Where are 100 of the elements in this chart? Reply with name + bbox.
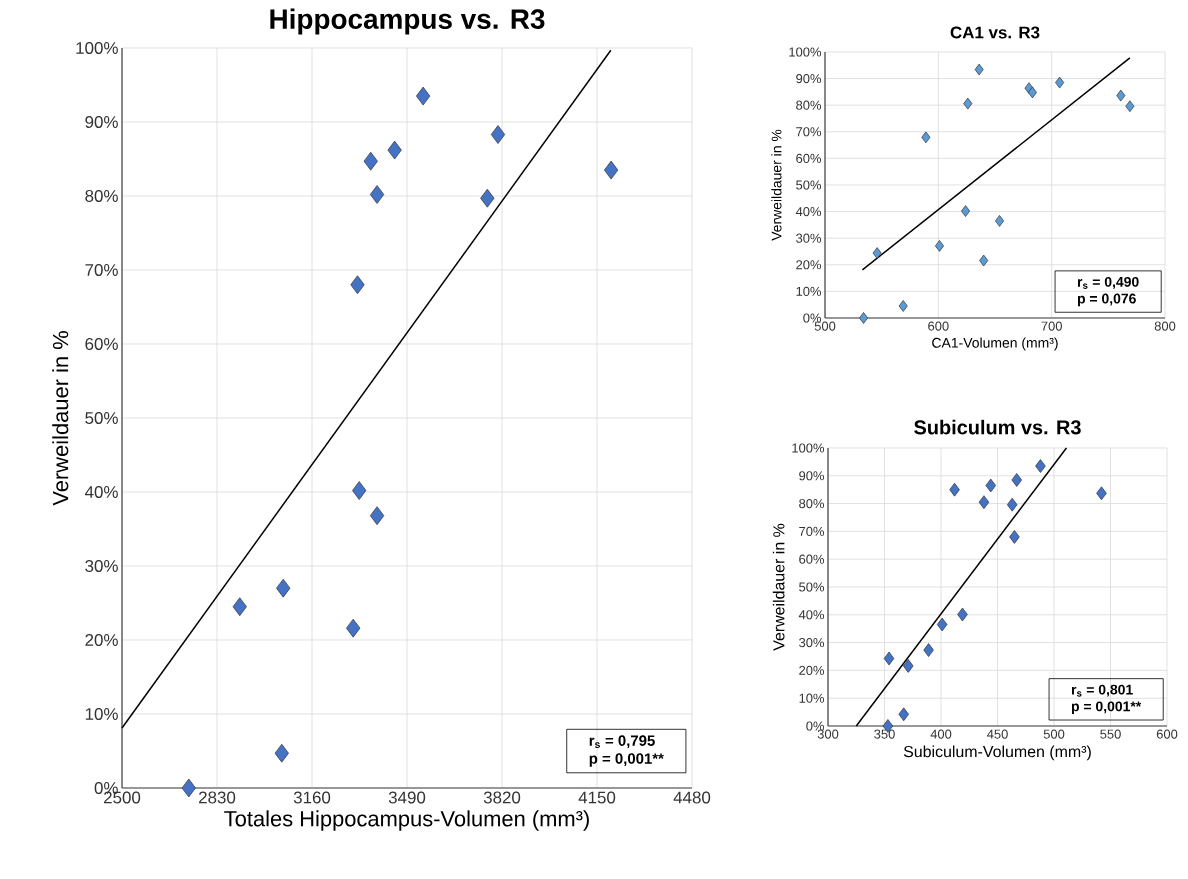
y-axis-title: Verweildauer in %: [52, 331, 69, 506]
point: [949, 482, 960, 497]
x-tick-label: 300: [817, 729, 839, 739]
y-tick-label: 80%: [799, 498, 825, 509]
x-axis-title: Subiculum-Volumen (mm³): [903, 745, 1091, 761]
point: [346, 618, 361, 638]
y-tick-label: 90%: [85, 115, 118, 128]
chart-title: Hippocampus vs. R3: [270, 8, 545, 35]
x-tick-label: 450: [987, 729, 1008, 739]
y-tick-label: 100%: [792, 443, 825, 453]
point: [872, 247, 882, 259]
x-tick-label: 800: [1154, 321, 1176, 331]
y-tick-label: 0%: [806, 721, 825, 731]
point: [350, 275, 365, 295]
point: [957, 607, 968, 622]
point: [979, 254, 989, 267]
point: [1006, 497, 1018, 512]
point: [369, 185, 385, 204]
point: [363, 151, 378, 171]
y-tick-label: 80%: [796, 100, 822, 110]
point: [1096, 486, 1107, 501]
chart-title: Subiculum vs. R3: [914, 419, 1081, 435]
point: [995, 215, 1005, 227]
point: [1009, 530, 1020, 544]
annotation: r$_{s}$ = 0,795: [589, 735, 655, 749]
annotation: r$_{s}$ = 0,801: [1071, 684, 1133, 697]
point: [276, 578, 291, 598]
x-axis-title: CA1-Volumen (mm³): [932, 337, 1058, 351]
y-tick-label: 40%: [798, 610, 825, 620]
y-tick-label: 20%: [85, 633, 118, 646]
y-tick-label: 20%: [796, 260, 822, 270]
point: [1035, 459, 1046, 473]
point: [490, 125, 506, 144]
point: [181, 778, 196, 798]
x-tick-label: 600: [928, 321, 949, 331]
x-tick-label: 550: [1100, 729, 1121, 739]
annotation: p = 0,001**: [589, 753, 664, 767]
point: [352, 481, 367, 500]
x-tick-label: 500: [814, 321, 836, 331]
x-axis-title: Totales Hippocampus-Volumen (mm³): [224, 810, 589, 831]
point: [274, 743, 289, 763]
point: [604, 160, 619, 180]
y-tick-label: 50%: [796, 180, 822, 190]
point: [985, 478, 996, 493]
x-tick-label: 500: [1043, 729, 1065, 739]
x-tick-label: 4480: [673, 791, 711, 804]
y-tick-label: 90%: [799, 471, 825, 481]
annotation: r$_{s}$ = 0,490: [1077, 276, 1139, 289]
point: [859, 312, 869, 324]
x-tick-label: 3820: [483, 791, 521, 804]
point: [898, 707, 909, 722]
point: [898, 300, 908, 312]
point: [1055, 76, 1065, 89]
y-tick-label: 50%: [85, 411, 118, 424]
y-tick-label: 60%: [85, 337, 118, 350]
point: [480, 188, 495, 208]
y-tick-label: 20%: [799, 665, 825, 675]
x-tick-label: 2830: [199, 791, 236, 804]
y-tick-label: 70%: [85, 263, 118, 276]
point: [923, 643, 934, 657]
y-tick-label: 30%: [85, 559, 118, 572]
y-tick-label: 100%: [789, 47, 822, 57]
point: [883, 651, 895, 666]
point: [935, 240, 944, 252]
point: [1125, 100, 1135, 113]
y-tick-label: 40%: [84, 485, 118, 498]
y-tick-label: 30%: [799, 638, 825, 648]
y-tick-label: 50%: [799, 582, 825, 592]
x-tick-label: 350: [874, 729, 895, 739]
point: [369, 506, 385, 526]
point: [1027, 86, 1037, 99]
y-tick-label: 70%: [799, 526, 825, 536]
y-tick-label: 90%: [796, 73, 822, 84]
y-tick-label: 100%: [76, 41, 118, 54]
point: [961, 205, 971, 217]
y-tick-label: 10%: [799, 693, 825, 703]
x-tick-label: 3160: [293, 791, 331, 804]
y-axis-title: Verweildauer in %: [771, 129, 782, 241]
y-tick-label: 10%: [796, 286, 822, 296]
point: [978, 495, 990, 510]
y-axis-title: Verweildauer in %: [772, 523, 785, 651]
y-tick-label: 30%: [796, 233, 822, 243]
point: [416, 86, 431, 106]
point: [921, 131, 931, 144]
y-tick-label: 60%: [799, 554, 825, 564]
point: [963, 97, 973, 110]
y-tick-label: 40%: [795, 206, 822, 217]
x-tick-label: 600: [1156, 729, 1178, 739]
y-tick-label: 10%: [85, 707, 118, 720]
point: [1116, 89, 1126, 102]
x-tick-label: 4150: [578, 791, 616, 804]
point: [387, 140, 402, 160]
x-tick-label: 3490: [388, 791, 426, 804]
y-tick-label: 60%: [796, 153, 822, 163]
y-tick-label: 70%: [796, 127, 822, 137]
point: [1011, 473, 1022, 487]
y-tick-label: 0%: [803, 313, 822, 323]
point: [974, 63, 984, 76]
point: [936, 617, 948, 632]
annotation: p = 0,001**: [1071, 701, 1142, 715]
